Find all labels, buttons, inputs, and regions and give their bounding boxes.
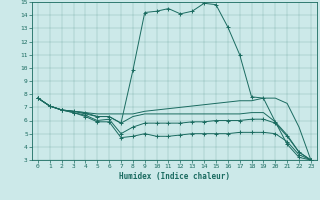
X-axis label: Humidex (Indice chaleur): Humidex (Indice chaleur) bbox=[119, 172, 230, 181]
